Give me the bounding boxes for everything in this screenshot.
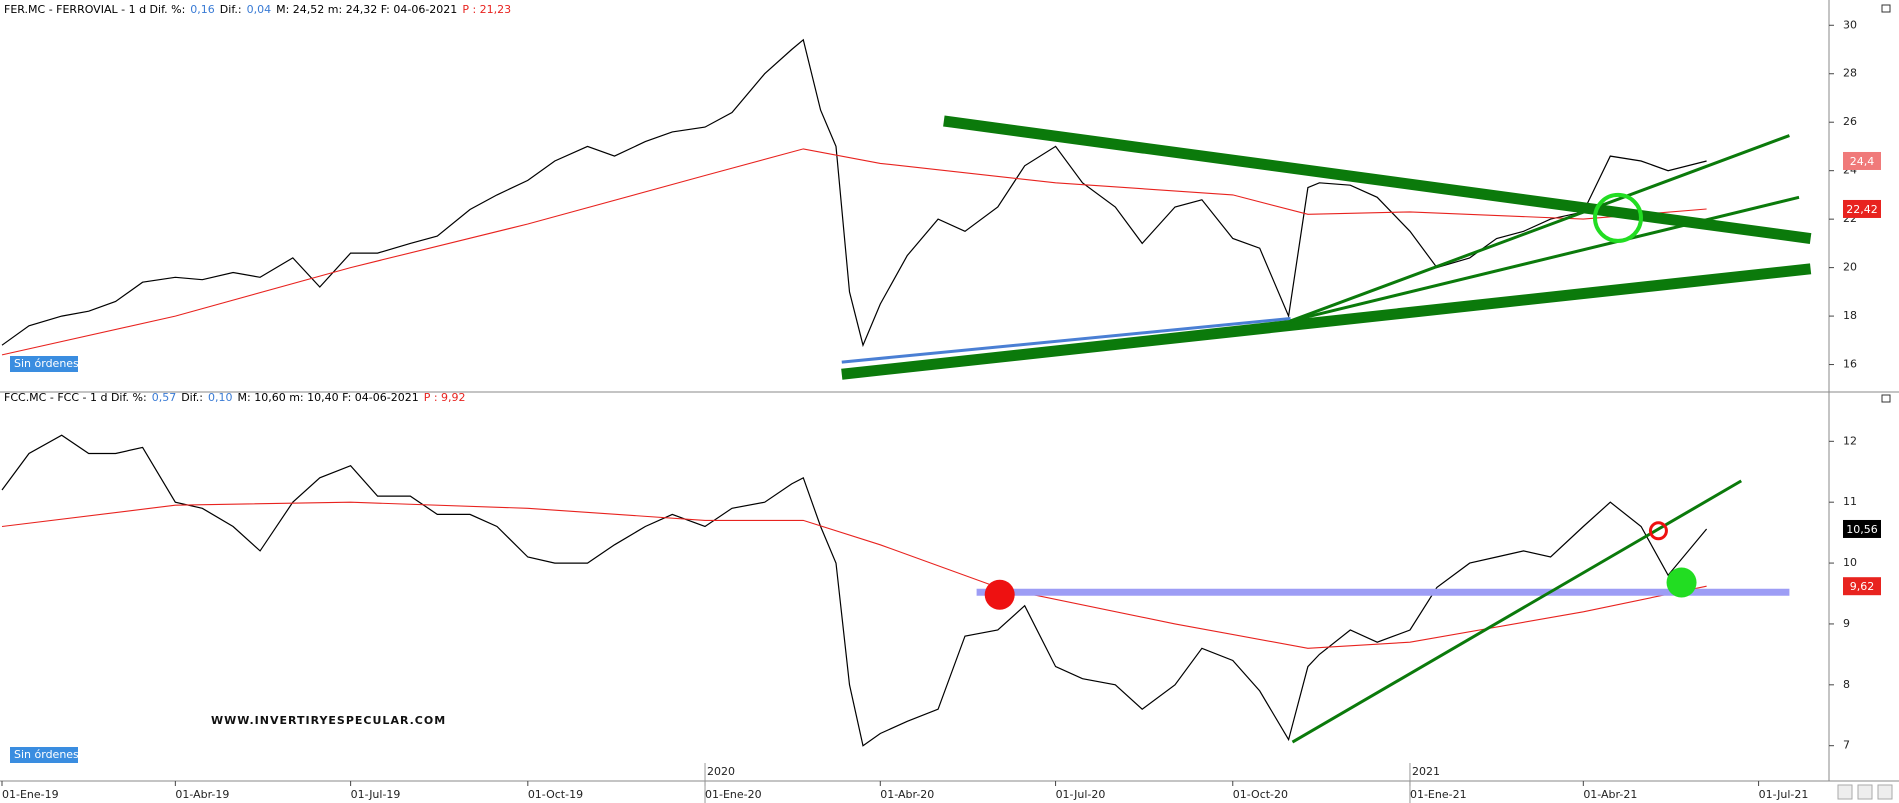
toolbar-button[interactable] bbox=[1857, 784, 1873, 800]
toolbar-button[interactable] bbox=[1837, 784, 1853, 800]
header-segment: Dif.: bbox=[181, 391, 203, 404]
trend-line bbox=[1290, 195, 1800, 323]
year-tick-label: 2020 bbox=[707, 765, 735, 778]
last-value-label: 22,42 bbox=[1846, 203, 1878, 216]
header-segment: 0,16 bbox=[190, 3, 215, 16]
price-line bbox=[1, 38, 1707, 348]
trend-line bbox=[841, 317, 1291, 364]
orders-badge bbox=[10, 356, 78, 372]
price-line bbox=[1, 434, 1708, 747]
y-tick-label: 11 bbox=[1843, 495, 1857, 508]
y-tick-label: 8 bbox=[1843, 678, 1850, 691]
header-segment: P : 21,23 bbox=[462, 3, 511, 16]
x-tick-label: 01-Jul-19 bbox=[351, 788, 401, 801]
header-segment: M: 24,52 m: 24,32 F: 04-06-2021 bbox=[276, 3, 457, 16]
trend-line bbox=[841, 263, 1812, 380]
y-tick-label: 20 bbox=[1843, 261, 1857, 274]
x-tick-label: 01-Abr-19 bbox=[175, 788, 229, 801]
watermark: WWW.INVERTIRYESPECULAR.COM bbox=[211, 714, 446, 727]
marker bbox=[1666, 567, 1697, 598]
x-tick-label: 01-Oct-19 bbox=[528, 788, 583, 801]
header-segment: FER.MC - FERROVIAL - 1 d Dif. %: bbox=[4, 3, 185, 16]
x-tick-label: 01-Abr-20 bbox=[880, 788, 934, 801]
x-tick-label: 01-Oct-20 bbox=[1233, 788, 1288, 801]
header-segment: Dif.: bbox=[220, 3, 242, 16]
y-tick-label: 16 bbox=[1843, 358, 1857, 371]
marker bbox=[1648, 521, 1668, 541]
header-segment: 0,10 bbox=[208, 391, 233, 404]
last-value-box bbox=[1843, 519, 1881, 538]
header-segment: P : 9,92 bbox=[424, 391, 466, 404]
y-tick-label: 10 bbox=[1843, 556, 1857, 569]
y-tick-label: 9 bbox=[1843, 617, 1850, 630]
marker bbox=[1592, 192, 1643, 243]
price-line bbox=[1, 501, 1707, 649]
year-tick-label: 2021 bbox=[1412, 765, 1440, 778]
last-value-box bbox=[1843, 199, 1881, 218]
header-segment: 0,57 bbox=[152, 391, 177, 404]
window-icon[interactable] bbox=[1881, 4, 1891, 13]
toolbar-button[interactable] bbox=[1877, 784, 1893, 800]
header-segment: 0,04 bbox=[247, 3, 272, 16]
last-value-label: 24,4 bbox=[1850, 155, 1875, 168]
window-icon[interactable] bbox=[1881, 394, 1891, 403]
x-tick-label: 01-Ene-20 bbox=[705, 788, 762, 801]
last-value-box bbox=[1843, 577, 1881, 596]
y-tick-label: 30 bbox=[1843, 18, 1857, 31]
panel-header: FCC.MC - FCC - 1 d Dif. %: 0,57 Dif.: 0,10 M… bbox=[4, 391, 466, 404]
panel-header: FER.MC - FERROVIAL - 1 d Dif. %: 0,16 Dif.… bbox=[4, 3, 511, 16]
orders-badge-label: Sin órdenes bbox=[14, 357, 79, 370]
y-tick-label: 26 bbox=[1843, 115, 1857, 128]
price-line bbox=[1, 148, 1707, 356]
x-tick-label: 01-Jul-21 bbox=[1759, 788, 1809, 801]
header-segment: M: 10,60 m: 10,40 F: 04-06-2021 bbox=[238, 391, 419, 404]
last-value-box bbox=[1843, 151, 1881, 170]
orders-badge-label: Sin órdenes bbox=[14, 748, 79, 761]
marker bbox=[984, 579, 1015, 610]
orders-badge bbox=[10, 747, 78, 763]
y-tick-label: 18 bbox=[1843, 309, 1857, 322]
x-tick-label: 01-Ene-19 bbox=[2, 788, 59, 801]
x-tick-label: 01-Jul-20 bbox=[1056, 788, 1106, 801]
y-tick-label: 12 bbox=[1843, 434, 1857, 447]
trend-line bbox=[943, 115, 1812, 244]
x-tick-label: 01-Ene-21 bbox=[1410, 788, 1467, 801]
y-tick-label: 28 bbox=[1843, 67, 1857, 80]
last-value-label: 10,56 bbox=[1846, 523, 1878, 536]
last-value-label: 9,62 bbox=[1850, 580, 1875, 593]
x-tick-label: 01-Abr-21 bbox=[1583, 788, 1637, 801]
y-tick-label: 7 bbox=[1843, 739, 1850, 752]
trend-line bbox=[1291, 479, 1743, 744]
header-segment: FCC.MC - FCC - 1 d Dif. %: bbox=[4, 391, 147, 404]
trend-line bbox=[1290, 134, 1790, 323]
